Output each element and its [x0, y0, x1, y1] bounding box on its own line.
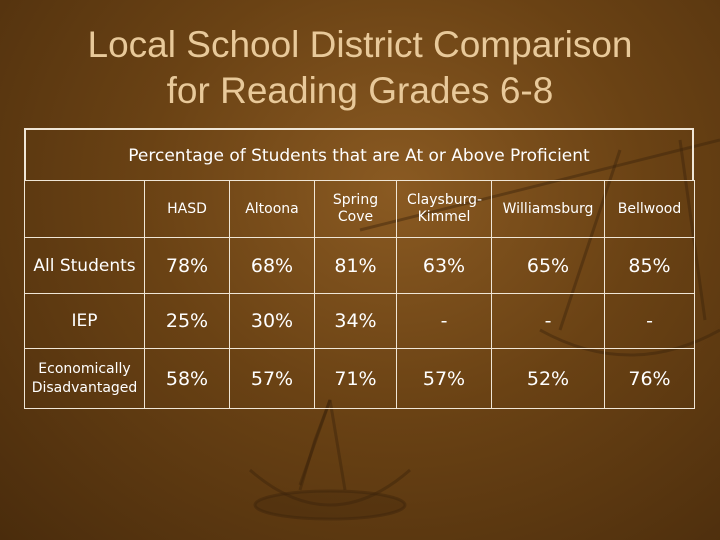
column-header: Bellwood — [604, 180, 695, 238]
column-header: Williamsburg — [491, 180, 605, 238]
table-cell: 52% — [491, 348, 605, 409]
column-header: Claysburg-Kimmel — [396, 180, 492, 238]
slide-title-line-2: for Reading Grades 6-8 — [166, 70, 554, 111]
table-cell: - — [396, 293, 492, 349]
table-cell: 76% — [604, 348, 695, 409]
corner-cell — [24, 180, 145, 238]
row-label: Economically Disadvantaged — [24, 348, 145, 409]
table-header-row: HASD Altoona Spring Cove Claysburg-Kimme… — [24, 180, 695, 238]
row-label: IEP — [24, 293, 145, 349]
column-header: Altoona — [229, 180, 315, 238]
table-cell: 78% — [144, 237, 230, 294]
table-cell: - — [491, 293, 605, 349]
row-label: All Students — [24, 237, 145, 294]
column-header: Spring Cove — [314, 180, 397, 238]
comparison-table: HASD Altoona Spring Cove Claysburg-Kimme… — [24, 180, 695, 409]
table-cell: 68% — [229, 237, 315, 294]
table-caption: Percentage of Students that are At or Ab… — [24, 128, 694, 180]
column-header: HASD — [144, 180, 230, 238]
table-row: All Students 78% 68% 81% 63% 65% 85% — [24, 237, 695, 294]
table-cell: 81% — [314, 237, 397, 294]
table-row: Economically Disadvantaged 58% 57% 71% 5… — [24, 348, 695, 409]
table-cell: 85% — [604, 237, 695, 294]
table-cell: 71% — [314, 348, 397, 409]
table-cell: 58% — [144, 348, 230, 409]
table-cell: - — [604, 293, 695, 349]
table-cell: 25% — [144, 293, 230, 349]
table-row: IEP 25% 30% 34% - - - — [24, 293, 695, 349]
slide-title: Local School District Comparison for Rea… — [0, 22, 720, 114]
table-cell: 57% — [229, 348, 315, 409]
table-cell: 57% — [396, 348, 492, 409]
table-cell: 65% — [491, 237, 605, 294]
table-cell: 34% — [314, 293, 397, 349]
slide-title-line-1: Local School District Comparison — [87, 24, 633, 65]
table-cell: 30% — [229, 293, 315, 349]
table-cell: 63% — [396, 237, 492, 294]
